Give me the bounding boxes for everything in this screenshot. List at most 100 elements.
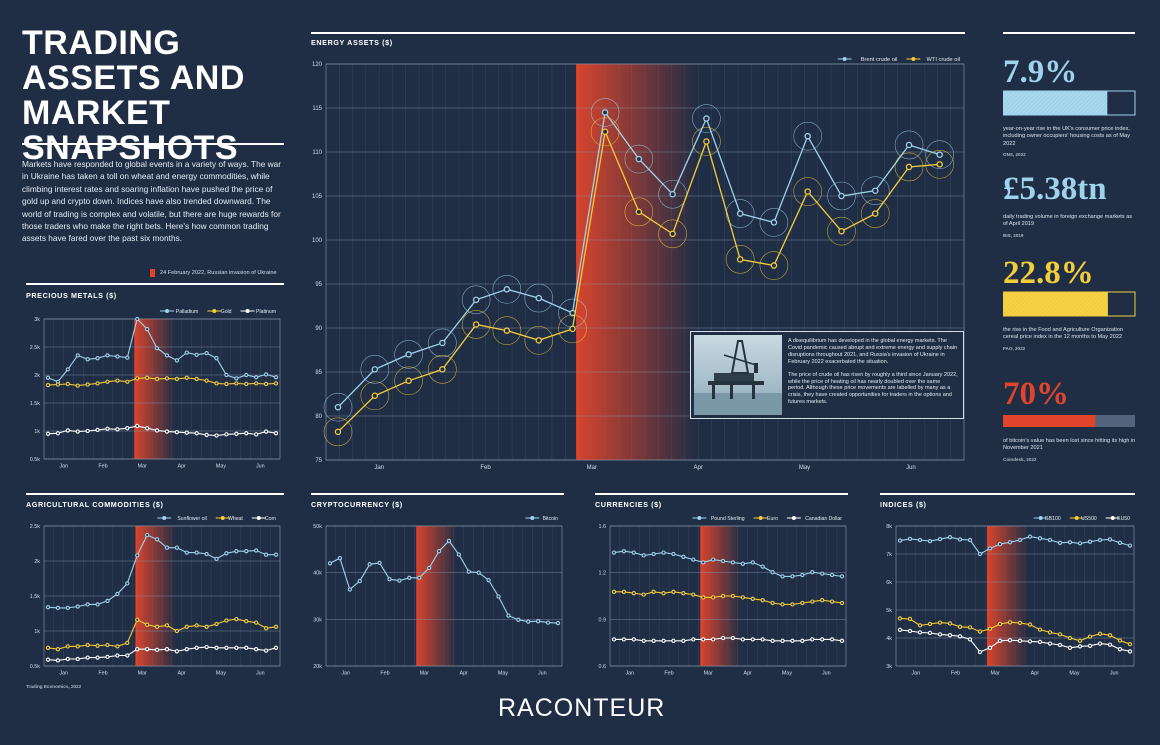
energy-data-point [371,392,379,400]
crypto-xtick: Jan [341,670,350,676]
agri-data-point [164,545,170,550]
currencies-data-point [631,591,636,596]
indices-data-point [1027,622,1033,627]
currencies-data-point [730,635,736,641]
agri-xtick: Jun [256,670,265,676]
currencies-data-point [760,564,765,569]
agri-data-point [224,645,229,650]
indices-data-point [1057,642,1063,648]
metals-data-point [184,375,189,380]
agri-legend-label: Wheat [228,516,243,522]
agri-data-point [234,549,239,554]
metals-data-point [214,381,219,386]
energy-data-point [334,403,342,411]
agri-data-point [65,605,70,611]
currencies-data-point [780,574,785,579]
agri-data-point [95,602,100,607]
metals-data-point [254,381,259,386]
metals-data-point [244,372,249,378]
currencies-data-point [611,589,617,594]
agri-xtick: Jan [59,670,68,676]
agri-data-point [85,642,90,648]
metals-data-point [273,381,279,386]
agri-data-point [154,647,160,653]
indices-data-point [937,537,943,542]
agri-data-point [234,645,239,650]
metals-data-point [204,378,209,383]
agri-legend-label: Sunflower oil [177,516,206,522]
energy-point-halo [624,197,654,227]
indices-data-point [1087,643,1093,648]
oil-rig-icon [694,340,782,415]
currencies-title: CURRENCIES ($) [595,500,662,509]
metals-data-point [144,426,150,431]
metals-data-point [224,372,229,378]
energy-data-point [872,210,879,217]
agri-data-point [174,649,180,654]
agri-ytick: 2k [34,559,40,565]
indices-data-point [1047,641,1053,646]
metals-data-point [224,381,229,387]
energy-point-halo [759,251,789,280]
currencies-data-point [651,589,656,594]
metals-data-point [164,353,170,358]
indices-data-point [1067,635,1073,641]
stat-bitcoin-fill [1003,415,1096,427]
agri-data-point [144,532,150,538]
agri-title: AGRICULTURAL COMMODITIES ($) [26,500,164,509]
metals-data-point [55,382,61,387]
agri-data-point [254,620,259,625]
agri-data-point [154,624,160,629]
agri-data-point [254,647,259,652]
energy-data-point [770,262,778,269]
indices-data-point [907,628,913,634]
energy-ytick: 105 [312,194,323,200]
stat-bitcoin-source: Coindesk, 2022 [1003,456,1037,462]
energy-point-halo [590,98,620,127]
energy-data-point [503,327,511,334]
currencies-data-point [730,560,736,565]
agri-data-point [263,626,269,631]
energy-point-halo [590,117,620,147]
indices-data-point [1017,620,1023,626]
energy-point-halo [428,328,457,358]
crypto-data-point [496,594,501,599]
stat-cpi: 7.9% year-on-year rise in the UK's consu… [1002,55,1138,157]
crypto-data-point [397,578,402,583]
agri-data-point [135,553,140,558]
metals-data-point [194,431,199,436]
currencies-xtick: Jan [625,670,634,676]
energy-data-point [872,187,879,194]
metals-data-point [125,426,130,431]
energy-ytick: 90 [315,326,322,332]
crypto-data-point [426,565,432,571]
stat-fao-value: 22.8% [1003,255,1094,291]
currencies-data-point [681,638,686,643]
currencies-data-point [681,554,686,559]
indices-data-point [977,629,983,634]
metals-invasion-band [134,319,175,459]
currencies-data-point [701,560,706,565]
crypto-data-point [526,619,531,624]
stat-fao-source: FAO, 2022 [1003,345,1026,351]
metals-data-point [273,375,279,380]
agri-data-point [85,602,90,607]
indices-data-point [917,537,923,543]
currencies-data-point [770,638,775,643]
indices-data-point [1117,638,1123,643]
currencies-data-point [661,550,666,555]
metals-data-point [95,356,100,361]
crypto-ytick: 30k [313,617,322,623]
currencies-data-point [800,600,805,606]
metals-data-point [234,431,239,436]
indices-data-point [1067,540,1073,545]
indices-data-point [1077,541,1083,546]
energy-data-point [569,325,576,333]
energy-point-halo [558,314,587,344]
indices-chart: 3k 4k 5k 6k 7k 8k Jan Feb Mar Apr May Jun EU50 US500 G… [886,516,1135,676]
currencies-data-point [839,574,845,579]
energy-point-halo [793,121,823,151]
metals-data-point [125,355,130,360]
indices-data-point [1007,638,1013,643]
metals-data-point [154,376,160,382]
